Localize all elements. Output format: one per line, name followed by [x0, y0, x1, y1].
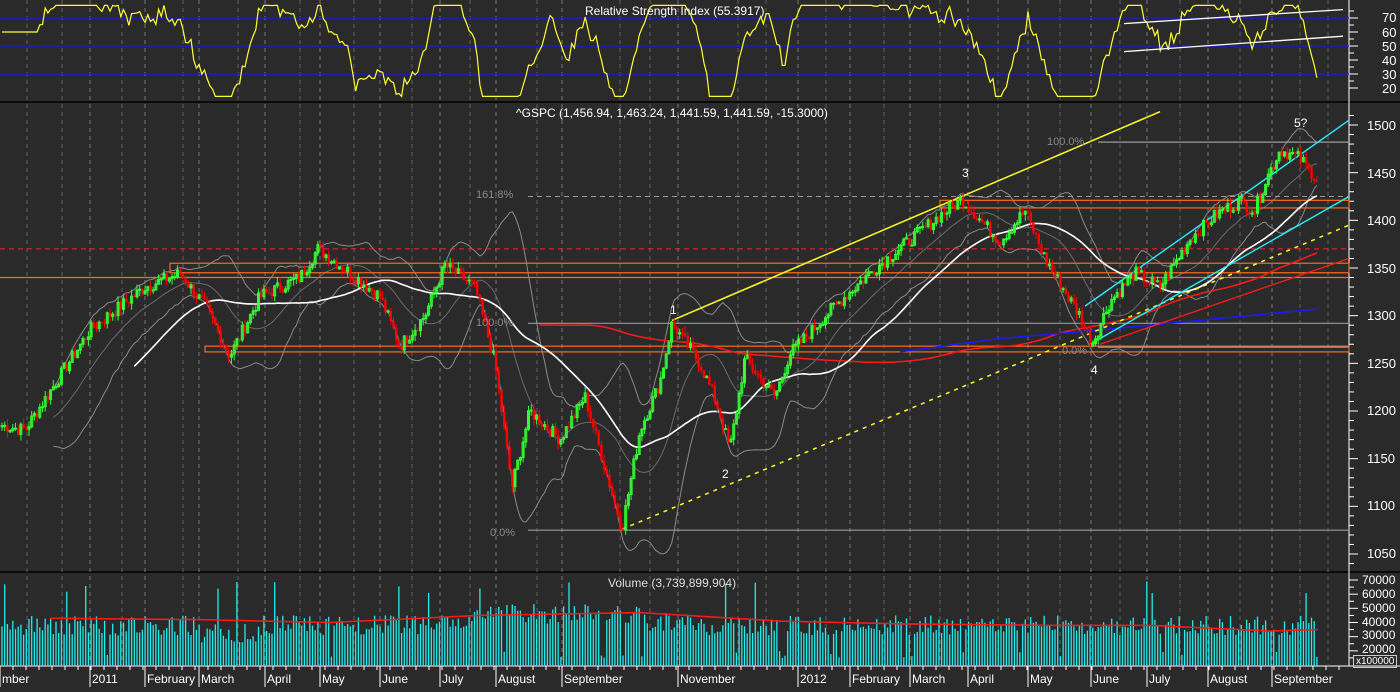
fib-label-100-b: 100.0%: [1047, 136, 1085, 148]
wave-label-4: 4: [1091, 363, 1098, 377]
month-label: July: [442, 672, 464, 686]
rsi-tick-30: 30: [1382, 67, 1397, 82]
price-tick-1250: 1250: [1367, 356, 1396, 371]
rsi-tick-20: 20: [1382, 81, 1397, 96]
candles: [0, 146, 1319, 535]
rsi-tick-60: 60: [1382, 25, 1397, 40]
month-label: 2011: [92, 672, 118, 686]
price-tick-1300: 1300: [1367, 308, 1396, 323]
month-label: February: [147, 672, 196, 686]
month-label: September: [1274, 672, 1333, 686]
wave-label-5: 5?: [1294, 116, 1308, 130]
price-title: ^GSPC (1,456.94, 1,463.24, 1,441.59, 1,4…: [516, 106, 828, 120]
month-label: June: [382, 672, 409, 686]
price-tick-1200: 1200: [1367, 403, 1396, 418]
vol-multiplier: x100000: [1353, 655, 1398, 668]
rsi-tick-40: 40: [1382, 53, 1397, 68]
fib-label-100-a: 100.0%: [476, 317, 514, 329]
price-tick-1500: 1500: [1367, 118, 1396, 133]
month-label: March: [201, 672, 235, 686]
month-label: 2012: [800, 672, 827, 686]
wave-label-1: 1: [670, 303, 677, 317]
month-label: August: [1210, 672, 1248, 686]
price-tick-1150: 1150: [1367, 451, 1395, 466]
month-label: March: [912, 672, 946, 686]
vol-tick-50000: 50000: [1362, 601, 1396, 615]
vol-tick-60000: 60000: [1362, 587, 1396, 601]
vol-tick-40000: 40000: [1362, 615, 1396, 629]
rsi-tick-50: 50: [1382, 39, 1397, 54]
price-tick-1350: 1350: [1367, 261, 1396, 276]
wave-label-2: 2: [722, 467, 729, 481]
wave-label-3: 3: [962, 166, 969, 180]
month-label: July: [1149, 672, 1171, 686]
month-label: November: [680, 672, 736, 686]
month-label: September: [564, 672, 623, 686]
rsi-title: Relative Strength Index (55.3917): [585, 4, 765, 18]
price-tick-1050: 1050: [1367, 546, 1396, 561]
vol-tick-20000: 20000: [1362, 642, 1396, 656]
vol-tick-70000: 70000: [1362, 573, 1396, 587]
month-label: June: [1093, 672, 1120, 686]
price-tick-1400: 1400: [1367, 213, 1396, 228]
month-label: February: [852, 672, 901, 686]
month-label: May: [1030, 672, 1053, 686]
month-label: May: [322, 672, 345, 686]
month-label: August: [498, 672, 536, 686]
month-label: April: [970, 672, 995, 686]
month-label: April: [267, 672, 292, 686]
fib-label-161: 161.8%: [476, 189, 514, 201]
price-tick-1100: 1100: [1367, 498, 1395, 513]
fib-label-0-b: 0.0%: [1062, 345, 1088, 357]
price-tick-1450: 1450: [1367, 166, 1396, 181]
volume-title: Volume (3,739,899,904): [608, 576, 737, 590]
rsi-tick-70: 70: [1382, 10, 1397, 25]
month-label: mber: [2, 672, 30, 686]
vol-tick-30000: 30000: [1362, 628, 1396, 642]
fib-label-0-a: 0.0%: [490, 527, 516, 539]
